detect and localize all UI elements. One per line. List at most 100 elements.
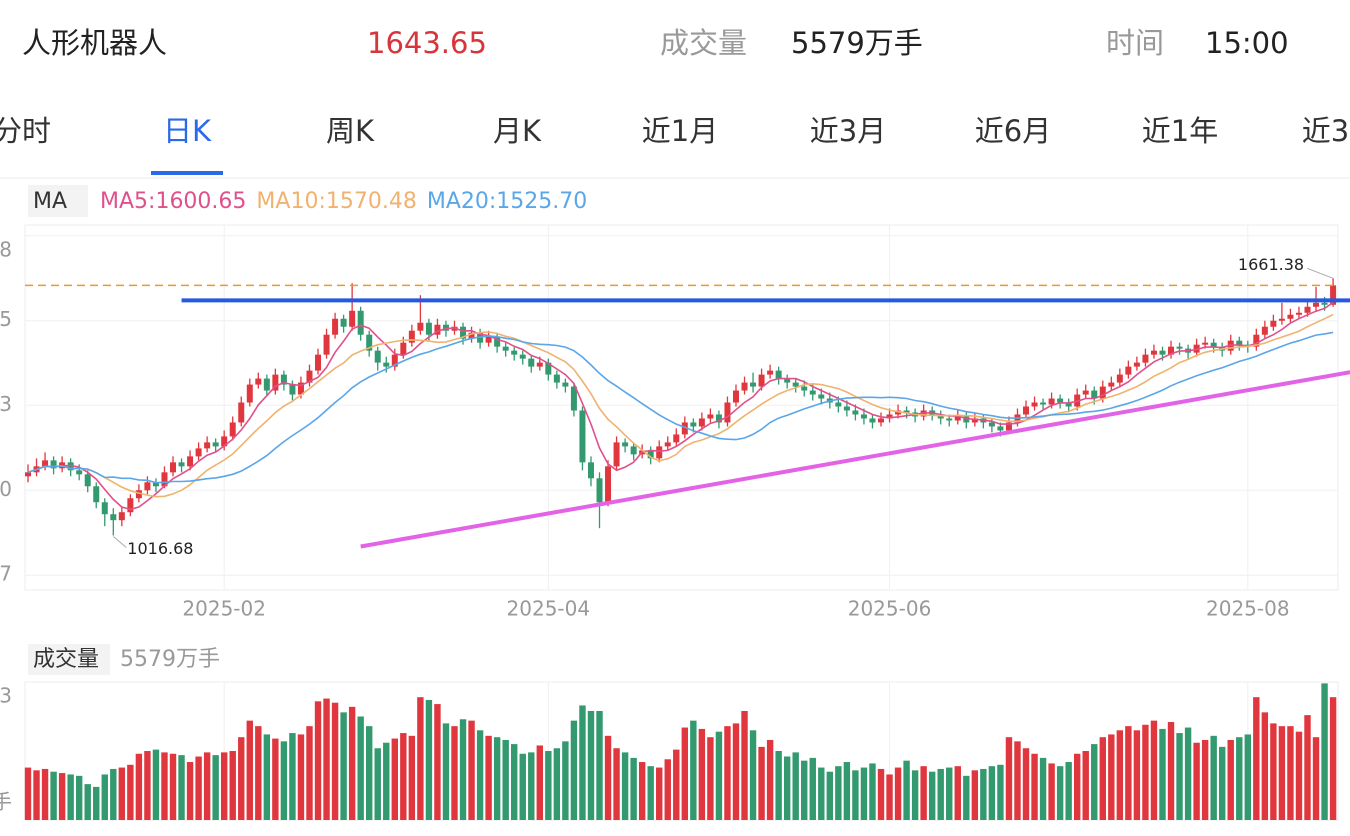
candle-body <box>76 470 83 475</box>
period-tab[interactable]: 近1月 <box>642 114 718 148</box>
volume-bar <box>144 751 151 820</box>
volume-bar <box>1278 726 1286 820</box>
volume-bar <box>664 759 671 820</box>
volume-subtitle: 5579万手 <box>120 647 220 672</box>
volume-bar <box>1193 742 1200 820</box>
candle-body <box>297 382 304 395</box>
ma-badge <box>28 185 88 217</box>
volume-bar <box>391 738 398 820</box>
volume-bar <box>621 752 629 820</box>
candle-body <box>630 446 637 455</box>
volume-unit: 万手 <box>0 790 12 814</box>
volume-bar <box>681 727 689 820</box>
candle-body <box>596 478 603 503</box>
volume-bar <box>545 751 552 820</box>
candle-body <box>724 402 731 423</box>
period-tab[interactable]: 近3年 <box>1302 114 1350 148</box>
candle-body <box>843 406 850 411</box>
volume-bar <box>1048 763 1055 820</box>
candle-body <box>1202 342 1209 345</box>
volume-bar <box>1073 753 1081 820</box>
candle-body <box>349 310 356 327</box>
candle-body <box>1108 382 1115 387</box>
x-tick-label: 2025-08 <box>1206 597 1290 621</box>
candle-body <box>1236 340 1243 345</box>
volume-bar <box>997 764 1004 820</box>
volume-bar <box>818 767 825 820</box>
volume-bar <box>869 763 876 820</box>
volume-bar <box>596 710 603 820</box>
candle-body <box>519 354 526 359</box>
y-tick-label: 1555 <box>0 307 12 331</box>
y-tick-label: 1768 <box>0 237 12 261</box>
ma-legend-entry: MA10:1570.48 <box>256 189 416 214</box>
volume-bar <box>1125 726 1132 820</box>
candle-body <box>1168 346 1175 355</box>
candle-body <box>187 456 194 467</box>
volume-bar <box>203 752 211 820</box>
candle-body <box>1253 334 1260 347</box>
volume-bar <box>1176 733 1183 820</box>
candle-body <box>255 378 262 385</box>
candle-body <box>170 462 177 473</box>
volume-bar <box>946 767 953 820</box>
volume-bar <box>511 744 518 820</box>
candle-body <box>750 382 757 387</box>
candle-body <box>715 414 722 423</box>
candle-body <box>528 358 535 367</box>
ma-legend-entry: MA5:1600.65 <box>100 189 246 214</box>
volume-bar <box>766 739 774 820</box>
ma-legend-title: MA <box>33 189 67 214</box>
period-tab[interactable]: 分时 <box>0 114 51 148</box>
candle-body <box>323 334 330 355</box>
candle-body <box>818 394 825 399</box>
volume-bar <box>459 719 467 820</box>
volume-bar <box>1142 724 1149 820</box>
ma-line <box>27 331 1334 484</box>
volume-bar <box>809 757 816 820</box>
candle-body <box>767 370 774 375</box>
volume-bar <box>630 757 637 820</box>
y-tick-label: 1343 <box>0 392 12 416</box>
volume-bar <box>894 767 902 820</box>
period-tab[interactable]: 月K <box>493 114 542 148</box>
volume-bar <box>715 731 723 820</box>
candle-body <box>562 382 569 387</box>
candle-body <box>1142 354 1149 363</box>
period-tab[interactable]: 周K <box>326 114 375 148</box>
candle-body <box>1278 318 1285 321</box>
volume-bar <box>553 748 561 820</box>
volume-bar <box>1133 730 1141 820</box>
ma-line <box>27 301 1334 511</box>
volume-bar <box>348 706 356 820</box>
volume-bar <box>493 737 501 820</box>
volume-bar <box>110 768 117 820</box>
volume-bar <box>1270 723 1277 820</box>
volume-bar <box>1022 748 1030 820</box>
volume-bar <box>1031 753 1038 820</box>
volume-bar <box>229 751 236 820</box>
volume-bar <box>1039 757 1047 820</box>
candle-body <box>135 490 142 499</box>
volume-bar <box>50 771 57 820</box>
candle-body <box>1065 402 1072 407</box>
volume-bar <box>1167 722 1175 820</box>
volume-bar <box>903 760 910 820</box>
period-tab[interactable]: 近6月 <box>975 114 1051 148</box>
period-tab[interactable]: 近1年 <box>1142 114 1218 148</box>
volume-bar <box>161 752 168 820</box>
volume-bar <box>417 697 424 820</box>
ma-line <box>27 313 1334 498</box>
candle-body <box>110 514 117 521</box>
period-tab[interactable]: 日K <box>163 114 212 148</box>
period-tab[interactable]: 近3月 <box>810 114 886 148</box>
candle-body <box>460 326 467 339</box>
candle-body <box>289 384 296 395</box>
volume-bar <box>528 752 535 820</box>
volume-bar <box>673 749 680 820</box>
volume-bar <box>1304 715 1311 820</box>
candle-body <box>1133 362 1140 367</box>
volume-bar <box>476 730 484 820</box>
volume-bar <box>1321 683 1328 820</box>
volume-bar <box>988 766 996 820</box>
